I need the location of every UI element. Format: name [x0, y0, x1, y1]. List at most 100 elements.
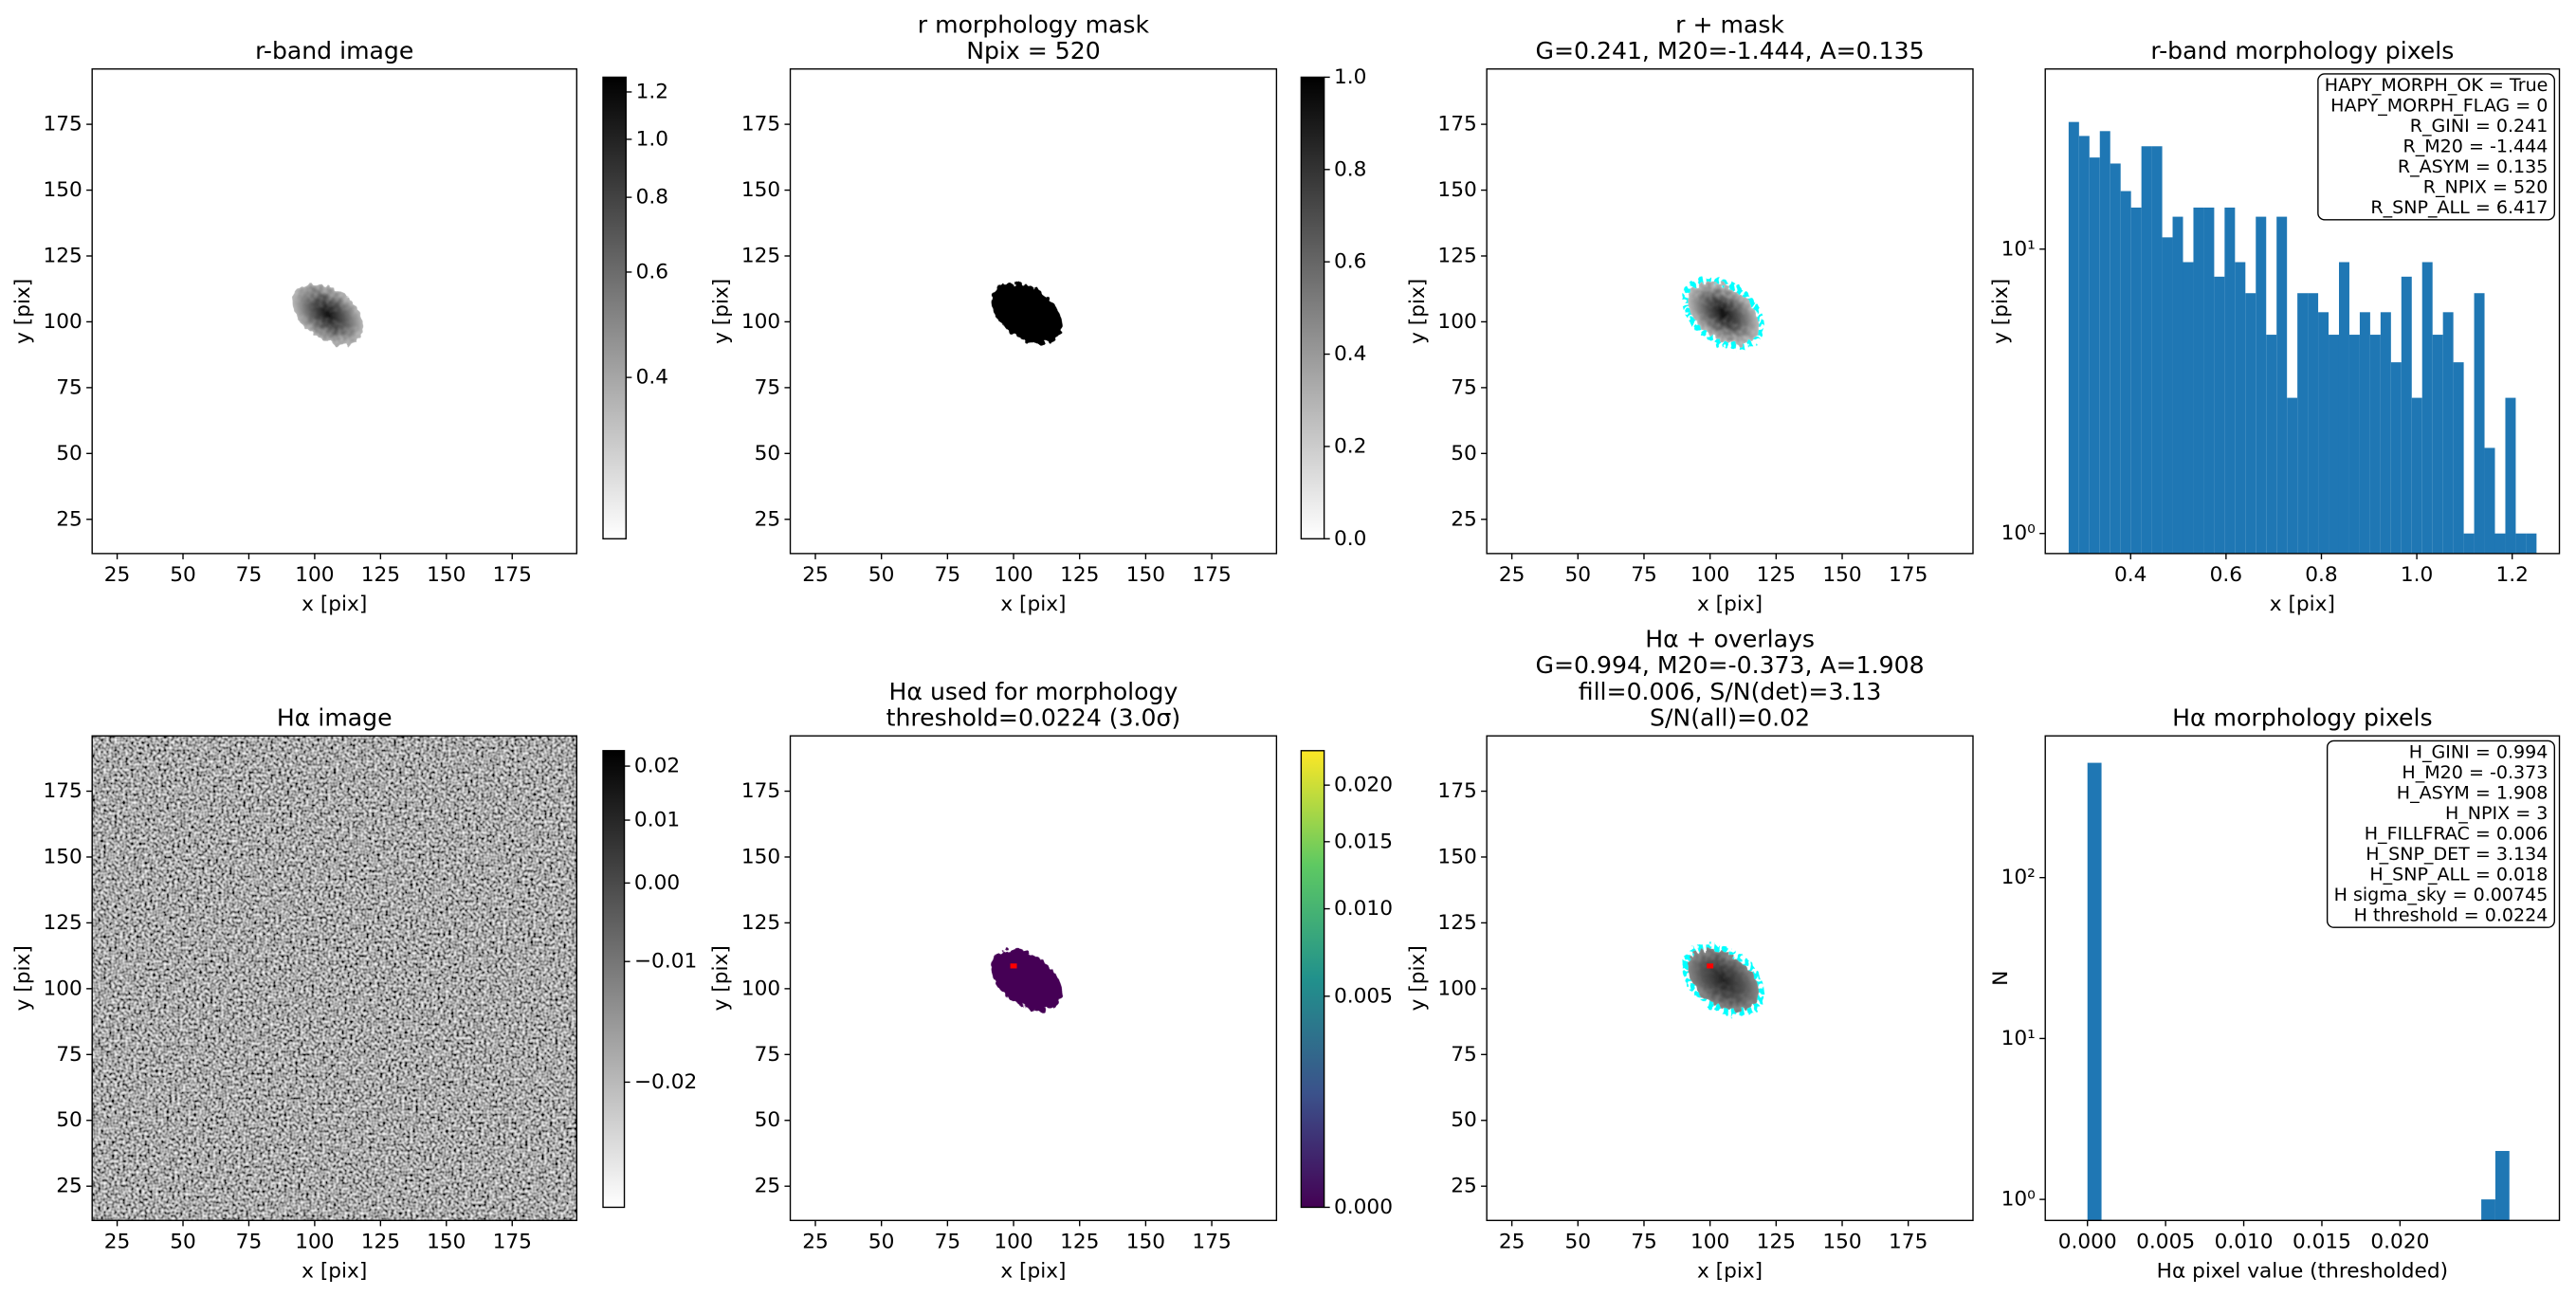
x-tick-label: 175	[493, 1230, 532, 1253]
hist-bar	[2224, 207, 2236, 554]
hist-bar	[2318, 312, 2329, 554]
hist-bar	[2130, 207, 2142, 554]
x-tick-label: 1.2	[2495, 563, 2528, 587]
x-tick-label: 0.020	[2370, 1230, 2429, 1253]
y-tick-label: 10¹	[2001, 1027, 2036, 1050]
panel: 0.000 0.005 0.010 0.015 0.020 10⁰ 10¹ 10² Hα pix…	[1989, 704, 2561, 1284]
hist-bar	[2087, 762, 2102, 1221]
x-tick-label: 0.4	[2114, 563, 2147, 587]
colorbar	[1300, 76, 1325, 539]
hist-bar	[2369, 335, 2381, 554]
x-tick-label: 75	[1631, 1230, 1657, 1253]
x-axis-label: x [pix]	[301, 1260, 367, 1284]
colorbar-tick-label: 0.005	[1334, 984, 1393, 1008]
hist-bar	[2505, 397, 2516, 554]
plot-area	[1682, 943, 1764, 1016]
hist-bar	[2453, 362, 2464, 554]
x-tick-label: 25	[802, 1230, 829, 1253]
hist-bar	[2297, 293, 2309, 554]
mask-outline	[1682, 943, 1764, 1016]
source-blob	[991, 949, 1063, 1012]
x-tick-label: 50	[1565, 1230, 1592, 1253]
axes-frame	[1486, 68, 1974, 555]
hist-bar	[2276, 216, 2288, 554]
annotation-line: H_SNP_ALL = 0.018	[2369, 864, 2548, 885]
y-tick-label: 175	[43, 113, 82, 137]
y-tick-label: 175	[741, 113, 780, 137]
x-tick-label: 0.005	[2136, 1230, 2195, 1253]
x-tick-label: 75	[1631, 563, 1657, 587]
panel-title: fill=0.006, S/N(det)=3.13	[1579, 678, 1882, 705]
hist-bar	[2359, 312, 2370, 554]
annotation-line: R_GINI = 0.241	[2410, 116, 2549, 137]
x-tick-label: 175	[1192, 563, 1231, 587]
hist-bar	[2287, 397, 2298, 554]
panel-title: S/N(all)=0.02	[1650, 704, 1810, 732]
x-tick-label: 50	[170, 1230, 196, 1253]
colorbar-tick-label: 0.8	[1334, 157, 1366, 181]
colorbar	[1300, 750, 1325, 1209]
panel: 25 50 75 100 125 150 175 25 50 75 100 125 150 175 x [p…	[1406, 625, 1974, 1284]
annotation-line: H_GINI = 0.994	[2409, 742, 2549, 763]
y-axis-label: y [pix]	[709, 279, 733, 344]
hist-bar	[2390, 362, 2402, 554]
colorbar-tick-label: 0.00	[634, 871, 680, 895]
colorbar	[602, 76, 627, 539]
hist-bar	[2421, 262, 2433, 554]
x-tick-label: 75	[236, 563, 263, 587]
x-tick-label: 125	[1757, 1230, 1796, 1253]
y-tick-label: 50	[1451, 1108, 1477, 1132]
hist-bar	[2380, 312, 2391, 554]
y-tick-label: 25	[1451, 1175, 1477, 1198]
x-tick-label: 100	[1690, 563, 1729, 587]
x-tick-label: 150	[427, 1230, 466, 1253]
colorbar-tick-label: 1.0	[1334, 65, 1366, 89]
x-tick-label: 1.0	[2401, 563, 2433, 587]
hist-bar	[2526, 533, 2537, 554]
panel-title: r-band morphology pixels	[2150, 37, 2454, 64]
x-tick-label: 100	[295, 563, 334, 587]
peak-marker	[1707, 963, 1714, 969]
hist-bar	[2162, 237, 2173, 554]
annotation-line: H_NPIX = 3	[2445, 803, 2548, 824]
colorbar-tick-label: 0.010	[1334, 897, 1393, 921]
annotation-line: H_FILLFRAC = 0.006	[2365, 823, 2549, 844]
axes-frame	[789, 68, 1278, 555]
noise-image	[92, 736, 577, 1221]
axes-frame	[2044, 735, 2561, 1221]
hist-bar	[2193, 207, 2204, 554]
y-axis-label: y [pix]	[709, 945, 733, 1011]
y-tick-label: 10⁰	[2001, 1188, 2036, 1212]
y-tick-label: 150	[741, 845, 780, 868]
y-tick-label: 100	[1437, 977, 1476, 1000]
x-tick-label: 125	[1060, 563, 1099, 587]
y-tick-label: 50	[755, 442, 781, 465]
annotation-frame	[2317, 73, 2556, 221]
colorbar-tick-label: 0.0	[1334, 527, 1366, 551]
hist-bar	[2481, 1199, 2495, 1221]
colorbar-tick-label: 1.2	[636, 80, 668, 103]
panel-title: G=0.994, M20=-0.373, A=1.908	[1536, 651, 1925, 679]
y-tick-label: 50	[56, 442, 82, 465]
annotation-line: H threshold = 0.0224	[2354, 904, 2549, 925]
annotation-line: H_M20 = -0.373	[2402, 762, 2548, 783]
hist-bar	[2110, 163, 2121, 554]
hist-bar	[2432, 335, 2443, 554]
x-tick-label: 125	[1757, 563, 1796, 587]
hist-bar	[2078, 136, 2090, 554]
axes-frame	[789, 735, 1278, 1221]
plot-area	[2068, 121, 2537, 554]
colorbar-tick-label: 0.015	[1334, 830, 1393, 853]
peak-marker	[1010, 963, 1017, 969]
source-blob	[991, 282, 1063, 344]
panel-title: Hα used for morphology	[889, 678, 1178, 705]
annotation-line: H_SNP_DET = 3.134	[2366, 844, 2548, 865]
hist-bar	[2245, 293, 2256, 554]
y-tick-label: 100	[43, 977, 82, 1000]
y-tick-label: 150	[1437, 845, 1476, 868]
colorbar-tick-label: 0.6	[1334, 250, 1366, 274]
axes-frame	[91, 735, 577, 1221]
